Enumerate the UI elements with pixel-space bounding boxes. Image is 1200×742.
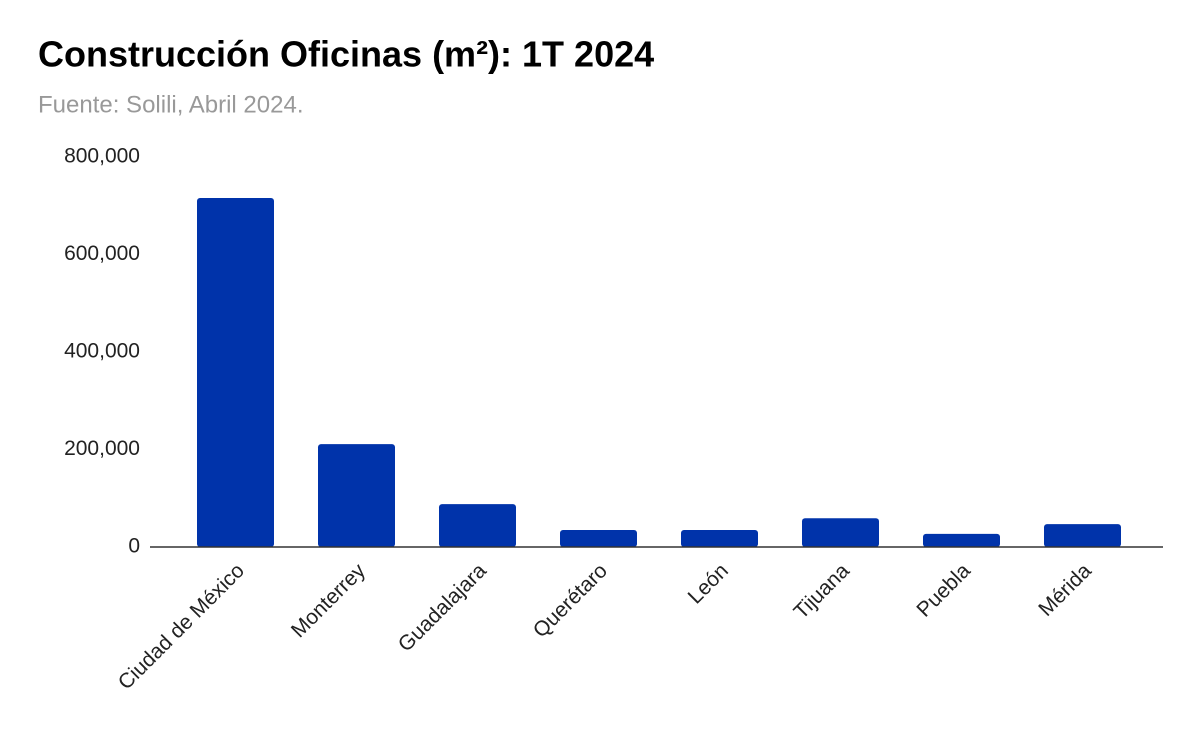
y-tick-label: 400,000	[64, 340, 140, 363]
bar	[1044, 524, 1121, 547]
bar	[802, 518, 879, 547]
x-tick-label: Querétaro	[529, 559, 612, 642]
chart-title: Construcción Oficinas (m²): 1T 2024	[38, 34, 654, 75]
chart-subtitle: Fuente: Solili, Abril 2024.	[38, 91, 304, 118]
bar	[560, 529, 637, 547]
bar	[923, 533, 1000, 547]
x-tick-label: Mérida	[1034, 559, 1096, 621]
x-tick-label: León	[684, 559, 733, 608]
y-tick-label: 0	[128, 535, 140, 558]
bar	[197, 197, 274, 547]
x-tick-label: Guadalajara	[394, 559, 491, 656]
x-tick-label: Tijuana	[790, 559, 855, 624]
x-tick-label: Puebla	[912, 559, 975, 622]
bar	[681, 529, 758, 547]
bar	[318, 444, 395, 547]
y-tick-label: 800,000	[64, 145, 140, 168]
y-tick-label: 200,000	[64, 437, 140, 460]
bar	[439, 504, 516, 547]
y-tick-label: 600,000	[64, 242, 140, 265]
x-tick-label: Ciudad de México	[114, 559, 249, 694]
x-tick-label: Monterrey	[287, 559, 370, 642]
